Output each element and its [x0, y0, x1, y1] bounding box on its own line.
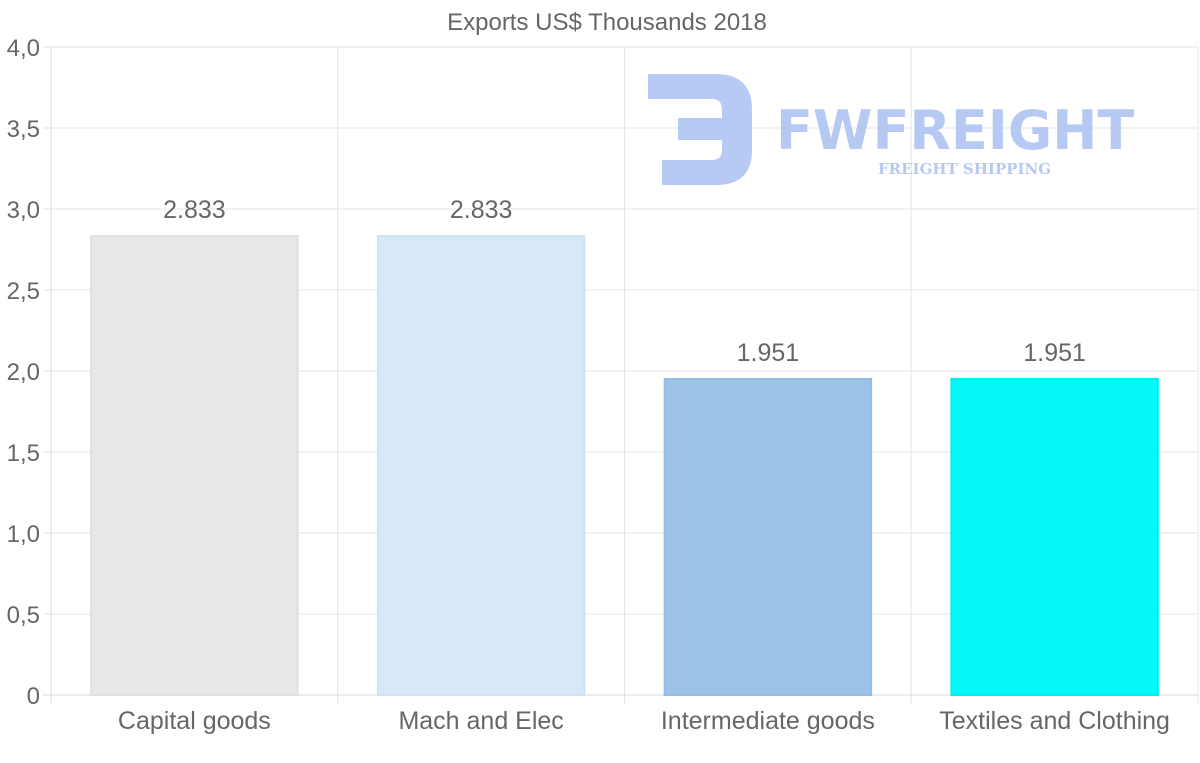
bars: [90, 235, 1159, 697]
data-label: 2.833: [450, 196, 513, 224]
bar: [376, 235, 586, 697]
x-tick-label: Capital goods: [118, 707, 271, 735]
y-tick-label: 0,5: [7, 602, 40, 629]
y-tick-label: 3,0: [7, 197, 40, 224]
fwfreight-watermark: FWFREIGHT FREIGHT SHIPPING: [648, 74, 1134, 185]
y-tick-label: 2,0: [7, 359, 40, 386]
y-tick-label: 3,5: [7, 116, 40, 143]
bar: [950, 377, 1159, 696]
data-labels: 2.833 2.833 1.951 1.951: [163, 196, 1086, 367]
bar: [663, 377, 873, 696]
x-tick-label: Mach and Elec: [398, 707, 563, 735]
watermark-name: FWFREIGHT: [776, 99, 1134, 162]
data-label: 1.951: [737, 339, 800, 367]
data-label: 2.833: [163, 196, 226, 224]
fwfreight-logo-icon: [648, 74, 752, 185]
x-tick-label: Textiles and Clothing: [939, 707, 1170, 735]
x-tick-label: Intermediate goods: [661, 707, 875, 735]
watermark-tagline: FREIGHT SHIPPING: [878, 160, 1051, 178]
y-tick-label: 1,0: [7, 521, 40, 548]
x-axis-ticks: Capital goods Mach and Elec Intermediate g…: [118, 707, 1170, 735]
data-label: 1.951: [1023, 339, 1086, 367]
y-tick-label: 4,0: [7, 35, 40, 62]
y-tick-label: 1,5: [7, 440, 40, 467]
chart-title: Exports US$ Thousands 2018: [447, 9, 767, 36]
y-tick-label: 0: [27, 683, 40, 710]
bar: [90, 235, 299, 697]
y-axis-ticks: 0 0,5 1,0 1,5 2,0 2,5 3,0 3,5 4,0: [7, 35, 40, 710]
y-tick-label: 2,5: [7, 278, 40, 305]
